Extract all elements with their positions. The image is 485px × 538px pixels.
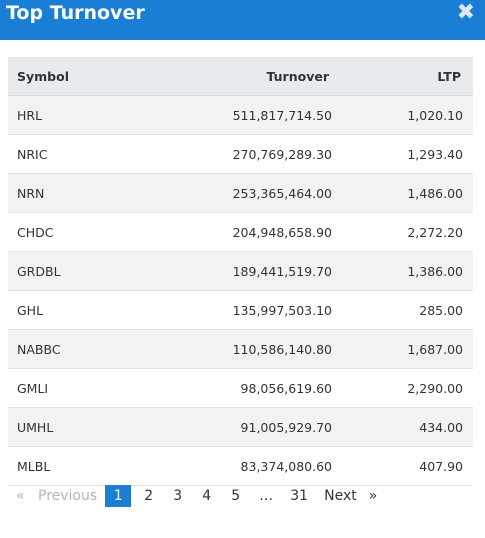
page-button-4[interactable]: 4: [202, 488, 212, 504]
table-row[interactable]: GMLI 98,056,619.60 2,290.00: [8, 368, 473, 408]
modal-header: Top Turnover ✖: [0, 0, 485, 40]
turnover-cell: 110,586,140.80: [158, 329, 332, 369]
page-button-31[interactable]: 31: [290, 488, 309, 504]
table-row[interactable]: HRL 511,817,714.50 1,020.10: [8, 95, 473, 135]
symbol-cell: GMLI: [8, 368, 158, 408]
page-button-5[interactable]: 5: [231, 488, 241, 504]
symbol-cell: NRN: [8, 173, 158, 213]
column-header-ltp[interactable]: LTP: [332, 57, 473, 96]
page-button-2[interactable]: 2: [144, 488, 154, 504]
symbol-cell: HRL: [8, 95, 158, 135]
table-row[interactable]: NRIC 270,769,289.30 1,293.40: [8, 134, 473, 174]
ltp-cell: 1,020.10: [332, 95, 473, 135]
pagination: « Previous 1 2 3 4 5 … 31 Next »: [8, 485, 377, 507]
symbol-cell: UMHL: [8, 407, 158, 447]
pagination-ellipsis: …: [259, 488, 274, 504]
table-row[interactable]: UMHL 91,005,929.70 434.00: [8, 407, 473, 447]
symbol-cell: MLBL: [8, 446, 158, 486]
turnover-cell: 204,948,658.90: [158, 212, 332, 252]
table-row[interactable]: NABBC 110,586,140.80 1,687.00: [8, 329, 473, 369]
ltp-cell: 2,290.00: [332, 368, 473, 408]
ltp-cell: 285.00: [332, 290, 473, 330]
page-button-1[interactable]: 1: [105, 485, 132, 507]
turnover-cell: 270,769,289.30: [158, 134, 332, 174]
turnover-cell: 189,441,519.70: [158, 251, 332, 291]
first-page-icon: «: [16, 488, 25, 504]
turnover-cell: 91,005,929.70: [158, 407, 332, 447]
modal-title: Top Turnover: [6, 2, 145, 24]
ltp-cell: 407.90: [332, 446, 473, 486]
ltp-cell: 1,687.00: [332, 329, 473, 369]
turnover-cell: 98,056,619.60: [158, 368, 332, 408]
ltp-cell: 1,486.00: [332, 173, 473, 213]
ltp-cell: 1,293.40: [332, 134, 473, 174]
turnover-cell: 511,817,714.50: [158, 95, 332, 135]
previous-button: Previous: [38, 488, 98, 504]
symbol-cell: GRDBL: [8, 251, 158, 291]
column-header-turnover[interactable]: Turnover: [158, 57, 332, 96]
table-header-row: Symbol Turnover LTP: [8, 57, 473, 96]
ltp-cell: 434.00: [332, 407, 473, 447]
turnover-cell: 253,365,464.00: [158, 173, 332, 213]
table-row[interactable]: NRN 253,365,464.00 1,486.00: [8, 173, 473, 213]
table-row[interactable]: GHL 135,997,503.10 285.00: [8, 290, 473, 330]
symbol-cell: NRIC: [8, 134, 158, 174]
next-button[interactable]: Next: [324, 488, 357, 504]
symbol-cell: NABBC: [8, 329, 158, 369]
close-icon[interactable]: ✖: [456, 0, 475, 25]
turnover-table: Symbol Turnover LTP HRL 511,817,714.50 1…: [8, 57, 473, 486]
last-page-icon[interactable]: »: [368, 488, 378, 504]
turnover-cell: 83,374,080.60: [158, 446, 332, 486]
ltp-cell: 2,272.20: [332, 212, 473, 252]
table-row[interactable]: CHDC 204,948,658.90 2,272.20: [8, 212, 473, 252]
column-header-symbol[interactable]: Symbol: [8, 57, 158, 96]
symbol-cell: CHDC: [8, 212, 158, 252]
ltp-cell: 1,386.00: [332, 251, 473, 291]
symbol-cell: GHL: [8, 290, 158, 330]
table-row[interactable]: GRDBL 189,441,519.70 1,386.00: [8, 251, 473, 291]
table-row[interactable]: MLBL 83,374,080.60 407.90: [8, 446, 473, 486]
page-button-3[interactable]: 3: [173, 488, 183, 504]
turnover-cell: 135,997,503.10: [158, 290, 332, 330]
